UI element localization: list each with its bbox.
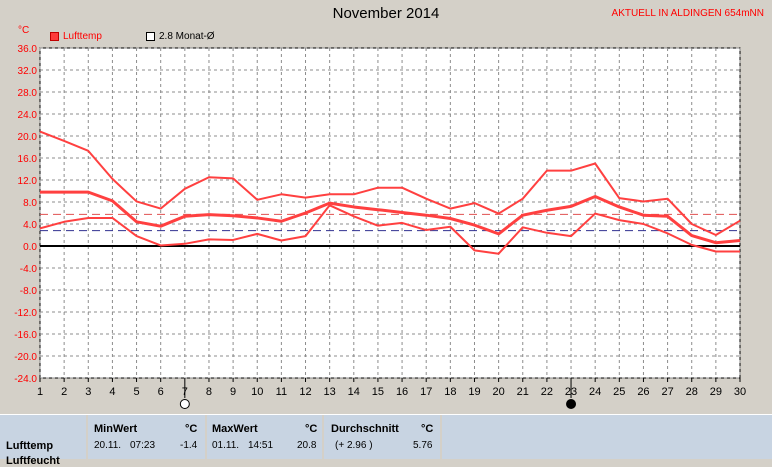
station-label: AKTUELL IN ALDINGEN 654mNN [611,8,764,19]
chart-area: November 2014 AKTUELL IN ALDINGEN 654mNN… [14,5,764,409]
x-tick-label: 6 [158,386,164,398]
x-tick-label: 22 [541,386,553,398]
min-time: 07:23 [130,440,156,451]
avg-header: Durchschnitt [331,423,399,435]
y-tick-label: -4.0 [20,264,38,275]
min-value: -1.4 [180,440,198,451]
legend-item-lufttemp: Lufttemp [50,31,102,42]
stats-panel: Lufttemp Luftfeucht MinWert °C 20.11. 07… [0,414,772,467]
x-tick-label: 5 [133,386,139,398]
temperature-chart: 36.0 32.0 28.0 24.0 20.0 16.0 12.0 8.0 4.0 0.0 -4.… [14,44,746,409]
avg-value: 5.76 [413,440,433,451]
x-tick-label: 28 [686,386,698,398]
x-tick-label: 12 [299,386,311,398]
legend-label-lufttemp: Lufttemp [63,31,102,42]
plot-area [39,47,741,379]
y-tick-label: 0.0 [23,242,37,253]
y-tick-label: 4.0 [23,220,37,231]
avg-delta: (+ 2.96 ) [335,440,373,451]
x-tick-label: 4 [109,386,115,398]
x-tick-label: 3 [85,386,91,398]
x-tick-label: 19 [468,386,480,398]
x-tick-label: 17 [420,386,432,398]
max-value: 20.8 [297,440,317,451]
x-tick-label: 29 [710,386,722,398]
y-tick-label: 20.0 [18,132,38,143]
stats-max-column: MaxWert °C 01.11. 14:51 20.8 [207,415,322,459]
legend-swatch-icon [50,32,59,41]
min-header: MinWert [94,423,138,435]
x-tick-label: 27 [661,386,673,398]
y-unit-label: °C [18,25,30,36]
y-tick-label: 32.0 [18,66,38,77]
stats-avg-column: Durchschnitt °C (+ 2.96 ) 5.76 [324,415,440,459]
x-tick-label: 24 [589,386,601,398]
x-tick-label: 13 [324,386,336,398]
stats-min-column: MinWert °C 20.11. 07:23 -1.4 [88,415,205,459]
x-tick-label: 14 [348,386,360,398]
x-tick-label: 8 [206,386,212,398]
filled-circle-icon [566,399,577,409]
x-tick-label: 20 [492,386,504,398]
x-tick-label: 30 [734,386,746,398]
min-unit: °C [185,423,198,435]
y-tick-label: 8.0 [23,198,37,209]
min-date: 20.11. [94,440,122,451]
y-tick-label: 16.0 [18,154,38,165]
y-tick-label: -12.0 [14,308,37,319]
max-time: 14:51 [248,440,274,451]
stats-row-label-2: Luftfeucht [6,455,60,467]
y-tick-label: 12.0 [18,176,38,187]
y-tick-label: -24.0 [14,374,37,385]
x-tick-label: 21 [517,386,529,398]
legend-swatch-icon [146,32,155,41]
series-line-1 [39,130,741,236]
y-tick-label: -20.0 [14,352,37,363]
x-tick-label: 11 [276,386,287,398]
x-tick-label: 10 [251,386,263,398]
x-tick-label: 16 [396,386,408,398]
chart-title: November 2014 [332,5,440,22]
x-tick-label: 18 [444,386,456,398]
x-tick-label: 2 [61,386,67,398]
legend-item-monthly-average: 2.8 Monat-Ø [146,31,215,42]
max-unit: °C [305,423,318,435]
stats-row-label: Lufttemp [6,440,54,452]
open-circle-icon [179,399,190,409]
legend-label-monthly-average: 2.8 Monat-Ø [159,31,215,42]
max-date: 01.11. [212,440,240,451]
x-tick-label: 9 [230,386,236,398]
x-tick-label: 26 [637,386,649,398]
y-tick-label: 36.0 [18,44,38,55]
y-tick-label: -8.0 [20,286,38,297]
x-tick-label: 1 [37,386,43,398]
avg-unit: °C [421,423,434,435]
series-line-3 [39,204,740,255]
y-tick-label: -16.0 [14,330,37,341]
stats-empty-column [442,415,772,459]
x-tick-label: 15 [372,386,384,398]
x-tick-label: 25 [613,386,625,398]
stats-label-column: Lufttemp Luftfeucht [0,415,86,467]
y-tick-label: 28.0 [18,88,38,99]
series-line-2 [40,190,741,245]
max-header: MaxWert [212,423,258,435]
y-tick-label: 24.0 [18,110,38,121]
